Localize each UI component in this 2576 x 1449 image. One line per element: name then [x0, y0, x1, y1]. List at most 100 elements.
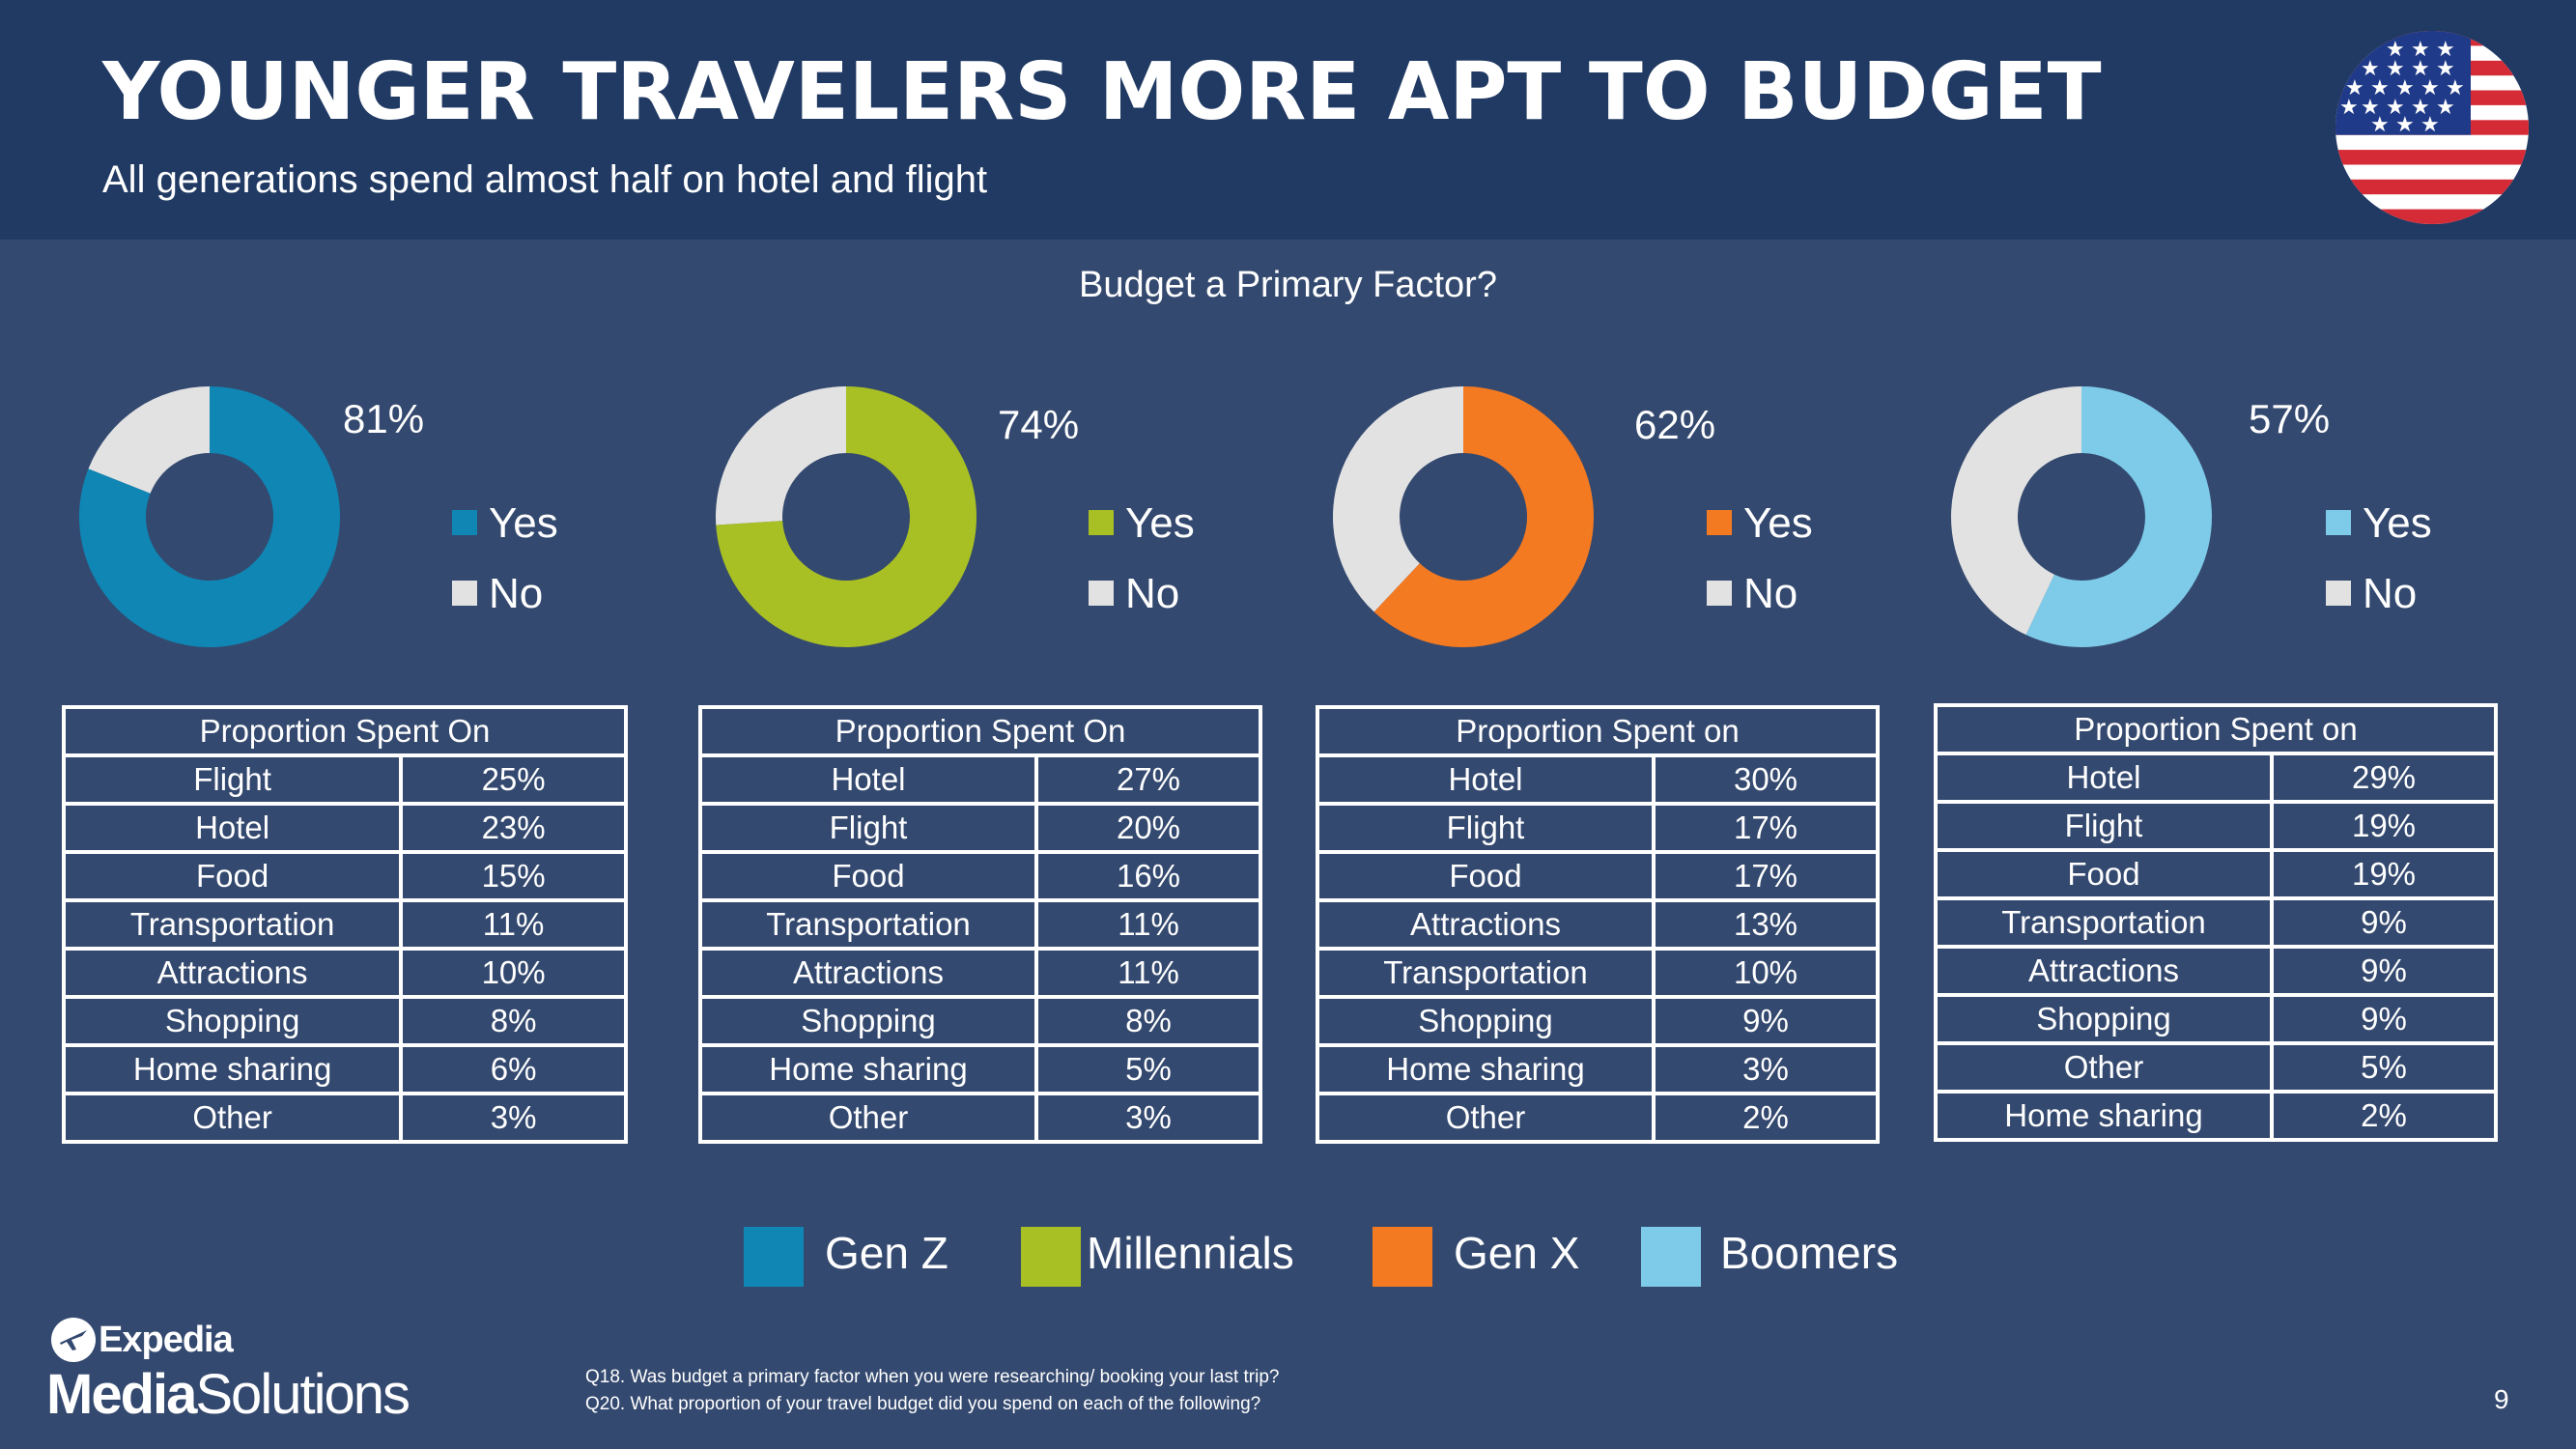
table-row: Transportation 11%: [61, 898, 628, 951]
table-cell-category: Food: [61, 850, 404, 902]
logo-expedia-text: Expedia: [99, 1320, 234, 1360]
logo-solutions-text: Solutions: [195, 1363, 410, 1426]
gen-label: Gen X: [1454, 1228, 1580, 1278]
table-cell-category: Shopping: [1316, 995, 1656, 1047]
table-row: Other 3%: [61, 1092, 628, 1144]
donut-chart-gen-z: [78, 386, 340, 647]
table-cell-category: Food: [1316, 850, 1656, 902]
yes-percent-label-gen-x: 62%: [1634, 402, 1716, 447]
table-cell-value: 16%: [1034, 850, 1262, 902]
gen-legend-gen-x: Gen X: [1373, 1222, 1580, 1287]
table-cell-value: 9%: [1652, 995, 1880, 1047]
legend-label: Yes: [1743, 499, 1813, 547]
footnote-q20: Q20. What proportion of your travel budg…: [585, 1394, 1261, 1414]
table-row: Transportation 9%: [1934, 896, 2498, 949]
table-row: Other 3%: [698, 1092, 1262, 1144]
svg-text:★: ★: [2370, 76, 2390, 100]
table-header-row: Proportion Spent on: [1316, 705, 1880, 757]
table-cell-value: 25%: [399, 753, 628, 806]
table-cell-value: 19%: [2270, 800, 2498, 852]
table-header: Proportion Spent On: [62, 705, 628, 757]
table-row: Shopping 8%: [61, 995, 628, 1047]
table-row: Food 16%: [698, 850, 1262, 902]
table-row: Home sharing 6%: [61, 1043, 628, 1095]
table-header: Proportion Spent on: [1934, 703, 2498, 755]
legend-yes-gen-x: Yes: [1707, 499, 1813, 548]
legend-no-millennials: No: [1089, 570, 1179, 618]
donut-chart-boomers: [1951, 386, 2212, 647]
table-row: Attractions 11%: [698, 947, 1262, 999]
svg-text:★: ★: [2411, 57, 2430, 81]
table-row: Shopping 9%: [1934, 993, 2498, 1045]
svg-text:★: ★: [2395, 76, 2415, 100]
table-cell-value: 8%: [1034, 995, 1262, 1047]
gen-swatch: [1021, 1226, 1081, 1287]
table-row: Flight 17%: [1316, 802, 1880, 854]
page-number: 9: [2494, 1384, 2509, 1414]
legend-no-boomers: No: [2326, 570, 2417, 618]
table-row: Shopping 9%: [1316, 995, 1880, 1047]
table-row: Home sharing 3%: [1316, 1043, 1880, 1095]
svg-text:★: ★: [2361, 96, 2380, 120]
table-cell-value: 17%: [1652, 850, 1880, 902]
gen-swatch: [1641, 1226, 1701, 1287]
table-cell-category: Attractions: [698, 947, 1038, 999]
svg-text:★: ★: [2436, 38, 2455, 62]
table-cell-category: Home sharing: [1316, 1043, 1656, 1095]
legend-swatch: [452, 510, 477, 536]
proportion-table-gen-z: Proportion Spent On Flight 25% Hotel 23% Food…: [61, 705, 628, 1144]
svg-text:★: ★: [2420, 113, 2440, 137]
us-flag-icon: ★ ★ ★ ★ ★ ★ ★ ★ ★ ★ ★ ★ ★ ★ ★ ★ ★ ★ ★ ★: [2335, 31, 2529, 224]
table-row: Attractions 10%: [61, 947, 628, 999]
donut-slice-no: [716, 386, 846, 526]
table-cell-category: Shopping: [61, 995, 404, 1047]
table-cell-category: Hotel: [1316, 753, 1656, 806]
table-cell-value: 5%: [1034, 1043, 1262, 1095]
table-header-row: Proportion Spent On: [62, 705, 628, 757]
donut-slice-yes: [716, 386, 977, 647]
gen-label: Boomers: [1720, 1228, 1899, 1278]
svg-text:★: ★: [2446, 76, 2465, 100]
table-cell-category: Hotel: [1934, 752, 2274, 804]
table-cell-value: 9%: [2270, 945, 2498, 997]
gen-legend-millennials: Millennials: [1021, 1222, 1294, 1287]
table-cell-value: 2%: [1652, 1092, 1880, 1144]
table-cell-category: Food: [698, 850, 1038, 902]
svg-text:★: ★: [2339, 96, 2359, 120]
svg-text:★: ★: [2386, 96, 2405, 120]
logo-media-text: Media: [46, 1363, 197, 1426]
table-row: Food 17%: [1316, 850, 1880, 902]
table-row: Transportation 10%: [1316, 947, 1880, 999]
svg-text:★: ★: [2345, 76, 2364, 100]
table-cell-value: 29%: [2270, 752, 2498, 804]
table-row: Food 15%: [61, 850, 628, 902]
donut-slice-no: [1333, 386, 1463, 612]
table-cell-category: Shopping: [698, 995, 1038, 1047]
svg-text:★: ★: [2420, 76, 2440, 100]
footnote-q18: Q18. Was budget a primary factor when yo…: [585, 1367, 1280, 1387]
table-header: Proportion Spent On: [698, 705, 1262, 757]
legend-label: Yes: [489, 499, 558, 547]
table-cell-category: Other: [698, 1092, 1038, 1144]
table-cell-value: 15%: [399, 850, 628, 902]
legend-yes-millennials: Yes: [1089, 499, 1195, 548]
legend-label: Yes: [2363, 499, 2432, 547]
table-row: Food 19%: [1934, 848, 2498, 900]
svg-text:★: ★: [2436, 96, 2455, 120]
table-cell-category: Hotel: [61, 802, 404, 854]
table-cell-category: Transportation: [61, 898, 404, 951]
svg-text:★: ★: [2395, 113, 2415, 137]
table-cell-category: Home sharing: [61, 1043, 404, 1095]
legend-swatch: [1089, 510, 1114, 536]
donut-chart-gen-x: [1333, 386, 1594, 647]
table-cell-value: 2%: [2270, 1090, 2498, 1142]
table-row: Home sharing 2%: [1934, 1090, 2498, 1142]
table-cell-category: Hotel: [698, 753, 1038, 806]
legend-swatch: [2326, 510, 2351, 536]
legend-swatch: [1089, 581, 1114, 607]
legend-label: No: [489, 570, 544, 617]
table-cell-category: Attractions: [1316, 898, 1656, 951]
table-header-row: Proportion Spent On: [698, 705, 1262, 757]
table-cell-category: Home sharing: [698, 1043, 1038, 1095]
table-row: Hotel 29%: [1934, 752, 2498, 804]
